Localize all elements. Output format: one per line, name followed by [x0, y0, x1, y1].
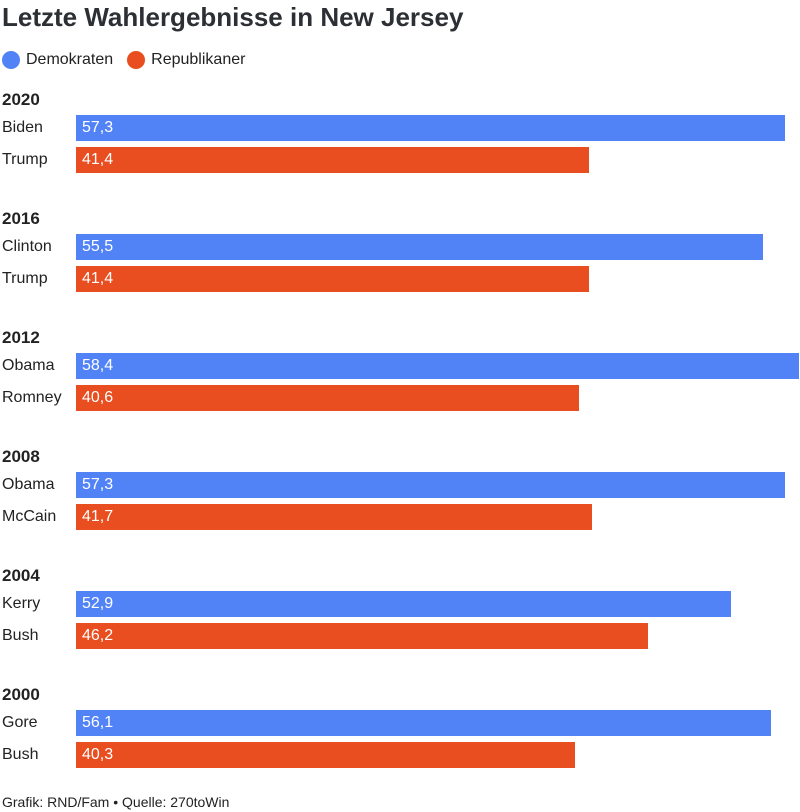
chart-title: Letzte Wahlergebnisse in New Jersey: [2, 2, 464, 32]
candidate-label: Kerry: [2, 595, 41, 612]
year-label: 2000: [2, 685, 40, 704]
year-label: 2012: [2, 328, 40, 347]
bar-value-label: 57,3: [82, 476, 114, 493]
candidate-label: Obama: [2, 357, 55, 374]
bar-value-label: 40,6: [82, 389, 114, 406]
candidate-label: McCain: [2, 508, 57, 525]
year-label: 2020: [2, 90, 40, 109]
legend-item-republicans: Republikaner: [127, 51, 245, 69]
bar-value-label: 56,1: [82, 714, 114, 731]
bar-value-label: 46,2: [82, 627, 114, 644]
bar-rep: 46,2: [76, 623, 648, 649]
legend-item-democrats: Demokraten: [2, 51, 113, 69]
legend: Demokraten Republikaner: [2, 50, 259, 70]
year-label: 2008: [2, 447, 40, 466]
legend-dot-republicans: [127, 51, 146, 69]
bar-dem: 52,9: [76, 591, 731, 617]
year-label: 2016: [2, 209, 40, 228]
candidate-label: Obama: [2, 476, 55, 493]
year-label: 2004: [2, 566, 40, 585]
candidate-label: Biden: [2, 119, 43, 136]
bar-rep: 40,6: [76, 385, 579, 411]
bar-value-label: 41,7: [82, 508, 114, 525]
legend-label-democrats: Demokraten: [26, 51, 114, 68]
bar-rep: 41,4: [76, 147, 589, 173]
candidate-label: Trump: [2, 151, 48, 168]
bar-value-label: 41,4: [82, 270, 114, 287]
bar-dem: 56,1: [76, 710, 771, 736]
candidate-label: Gore: [2, 714, 38, 731]
bar-dem: 55,5: [76, 234, 764, 260]
legend-label-republicans: Republikaner: [151, 51, 246, 68]
bar-value-label: 52,9: [82, 595, 114, 612]
candidate-label: Clinton: [2, 238, 52, 255]
bar-value-label: 55,5: [82, 238, 114, 255]
bar-dem: 58,4: [76, 353, 799, 379]
bar-rep: 40,3: [76, 742, 575, 768]
bar-value-label: 58,4: [82, 357, 114, 374]
bar-dem: 57,3: [76, 472, 786, 498]
bar-value-label: 40,3: [82, 746, 114, 763]
candidate-label: Bush: [2, 627, 39, 644]
source-footer: Grafik: RND/Fam • Quelle: 270toWin: [2, 794, 230, 810]
candidate-label: Romney: [2, 389, 62, 406]
legend-dot-democrats: [2, 51, 20, 69]
candidate-label: Bush: [2, 746, 39, 763]
candidate-label: Trump: [2, 270, 48, 287]
bar-rep: 41,7: [76, 504, 593, 530]
bar-dem: 57,3: [76, 115, 786, 141]
bar-value-label: 41,4: [82, 151, 114, 168]
bar-rep: 41,4: [76, 266, 589, 292]
bar-value-label: 57,3: [82, 119, 114, 136]
